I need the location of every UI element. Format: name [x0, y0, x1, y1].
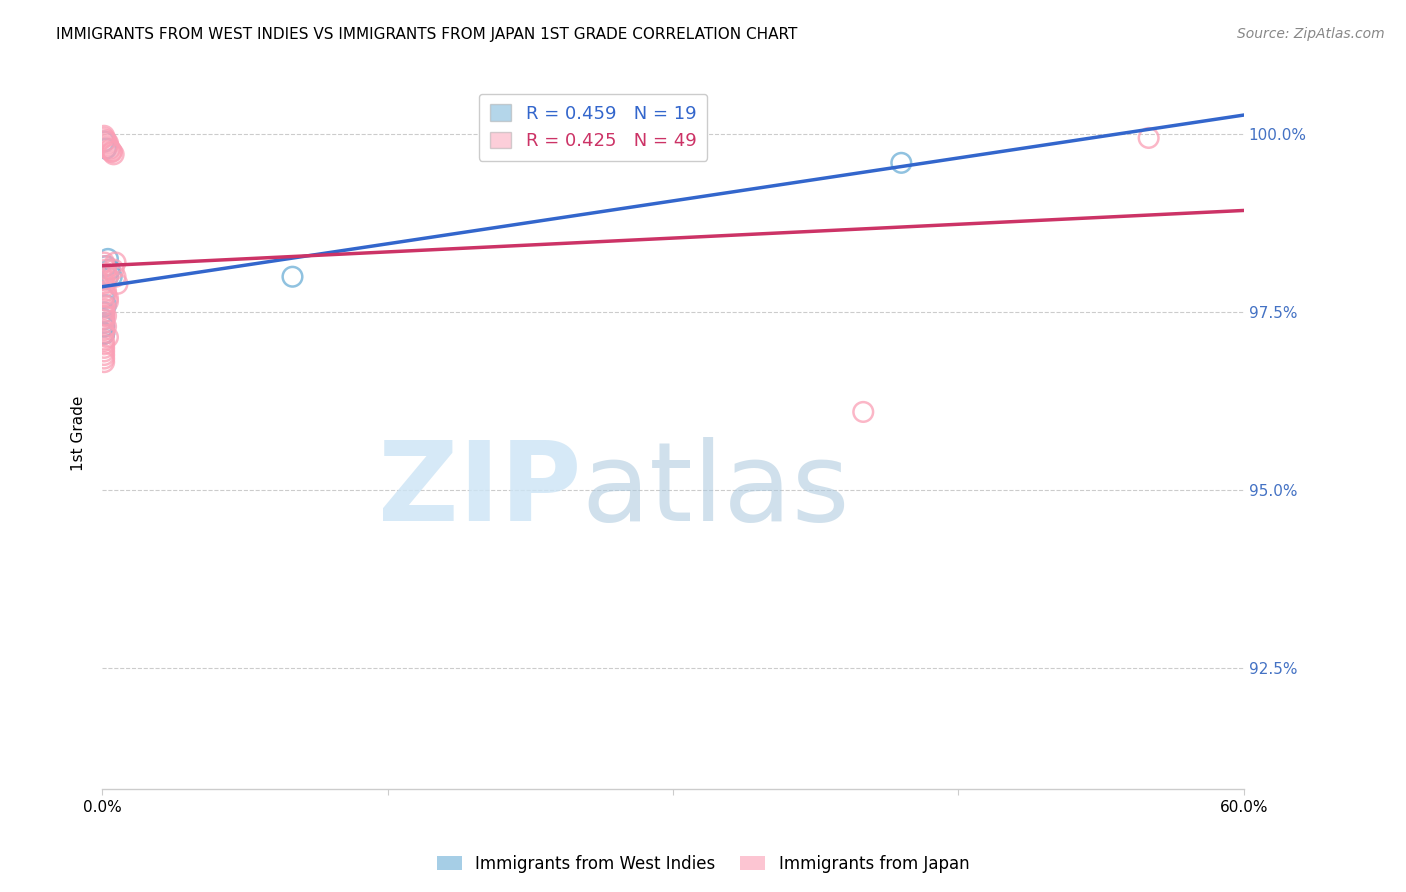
Point	[93, 298, 115, 312]
Point	[97, 138, 120, 153]
Point	[605, 128, 627, 143]
Point	[93, 341, 115, 355]
Point	[103, 262, 125, 277]
Point	[93, 135, 115, 149]
Point	[890, 156, 912, 170]
Point	[93, 255, 115, 269]
Point	[100, 269, 122, 284]
Point	[94, 142, 117, 156]
Point	[281, 269, 304, 284]
Point	[93, 131, 115, 145]
Point	[93, 326, 115, 341]
Point	[1137, 131, 1160, 145]
Point	[97, 291, 120, 305]
Point	[93, 323, 115, 337]
Point	[93, 319, 115, 334]
Point	[93, 344, 115, 359]
Point	[97, 294, 120, 309]
Point	[93, 305, 115, 319]
Point	[94, 133, 117, 147]
Point	[852, 405, 875, 419]
Point	[93, 259, 115, 273]
Point	[100, 145, 122, 159]
Y-axis label: 1st Grade: 1st Grade	[72, 396, 86, 471]
Point	[93, 273, 115, 287]
Point	[98, 143, 121, 157]
Point	[93, 348, 115, 362]
Point	[93, 355, 115, 369]
Text: ZIP: ZIP	[378, 437, 582, 544]
Point	[94, 309, 117, 323]
Point	[98, 262, 121, 277]
Point	[98, 142, 121, 156]
Point	[93, 326, 115, 341]
Point	[94, 298, 117, 312]
Point	[104, 269, 127, 284]
Point	[94, 319, 117, 334]
Point	[97, 269, 120, 284]
Text: atlas: atlas	[582, 437, 851, 544]
Point	[94, 135, 117, 149]
Point	[97, 252, 120, 266]
Point	[93, 326, 115, 341]
Point	[94, 287, 117, 301]
Point	[93, 316, 115, 330]
Point	[97, 330, 120, 344]
Point	[103, 147, 125, 161]
Point	[93, 291, 115, 305]
Point	[104, 255, 127, 269]
Point	[93, 312, 115, 326]
Point	[94, 262, 117, 277]
Point	[97, 269, 120, 284]
Point	[93, 312, 115, 326]
Point	[93, 316, 115, 330]
Point	[94, 259, 117, 273]
Text: IMMIGRANTS FROM WEST INDIES VS IMMIGRANTS FROM JAPAN 1ST GRADE CORRELATION CHART: IMMIGRANTS FROM WEST INDIES VS IMMIGRANT…	[56, 27, 797, 42]
Point	[93, 319, 115, 334]
Point	[93, 309, 115, 323]
Point	[93, 280, 115, 294]
Point	[93, 305, 115, 319]
Point	[100, 145, 122, 160]
Point	[97, 140, 120, 154]
Legend: Immigrants from West Indies, Immigrants from Japan: Immigrants from West Indies, Immigrants …	[430, 848, 976, 880]
Legend: R = 0.459   N = 19, R = 0.425   N = 49: R = 0.459 N = 19, R = 0.425 N = 49	[479, 94, 707, 161]
Point	[93, 301, 115, 316]
Point	[107, 277, 129, 291]
Point	[93, 277, 115, 291]
Point	[97, 136, 120, 150]
Point	[94, 266, 117, 280]
Text: Source: ZipAtlas.com: Source: ZipAtlas.com	[1237, 27, 1385, 41]
Point	[93, 351, 115, 366]
Point	[93, 334, 115, 348]
Point	[93, 128, 115, 143]
Point	[93, 326, 115, 341]
Point	[93, 337, 115, 351]
Point	[94, 284, 117, 298]
